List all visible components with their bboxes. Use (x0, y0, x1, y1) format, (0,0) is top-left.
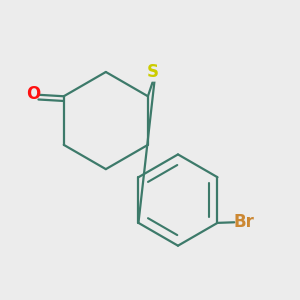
Text: O: O (26, 85, 40, 103)
Text: Br: Br (234, 213, 254, 231)
Text: S: S (147, 63, 159, 81)
